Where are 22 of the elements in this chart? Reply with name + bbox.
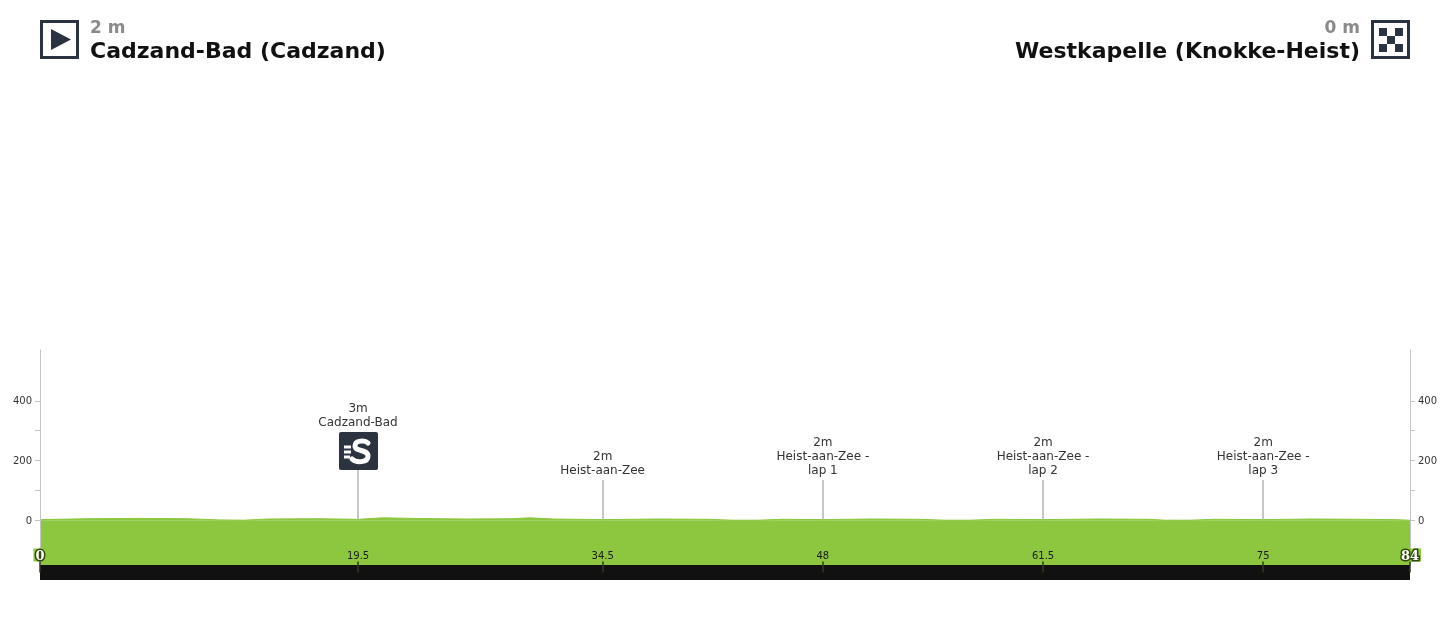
y2-tick-label: 400 xyxy=(1418,395,1438,407)
text: 0 m xyxy=(1323,17,1360,37)
annotation: 2m Heist-aan-Zee - lap 1 xyxy=(776,435,870,478)
annotation: 2m Heist-aan-Zee - lap 2 xyxy=(996,435,1090,478)
x-tick-label: 0 xyxy=(35,547,45,563)
y-tick-label: 400 xyxy=(12,395,32,407)
y2-tick-label: 0 xyxy=(1418,514,1425,526)
text: Cadzand-Bad (Cadzand) xyxy=(90,37,386,65)
y-tick-label: 0 xyxy=(25,514,32,526)
x-tick-label: 48 xyxy=(816,550,830,561)
x-tick-label: 19.5 xyxy=(346,550,370,561)
y-tick-label: 200 xyxy=(12,454,32,466)
x-tick-label: 84 xyxy=(1400,547,1420,563)
text: 2 m xyxy=(90,17,127,37)
text: Westkapelle (Knokke-Heist) xyxy=(1015,37,1360,65)
annotation: 2m Heist-aan-Zee xyxy=(560,449,646,478)
x-tick-label: 34.5 xyxy=(591,550,614,561)
x-tick-label: 61.5 xyxy=(1031,550,1055,561)
annotation: 2m Heist-aan-Zee - lap 3 xyxy=(1216,435,1310,478)
annotation: 3m Cadzand-Bad xyxy=(318,401,398,430)
x-tick-label: 75 xyxy=(1256,550,1270,561)
y2-tick-label: 200 xyxy=(1418,454,1438,466)
